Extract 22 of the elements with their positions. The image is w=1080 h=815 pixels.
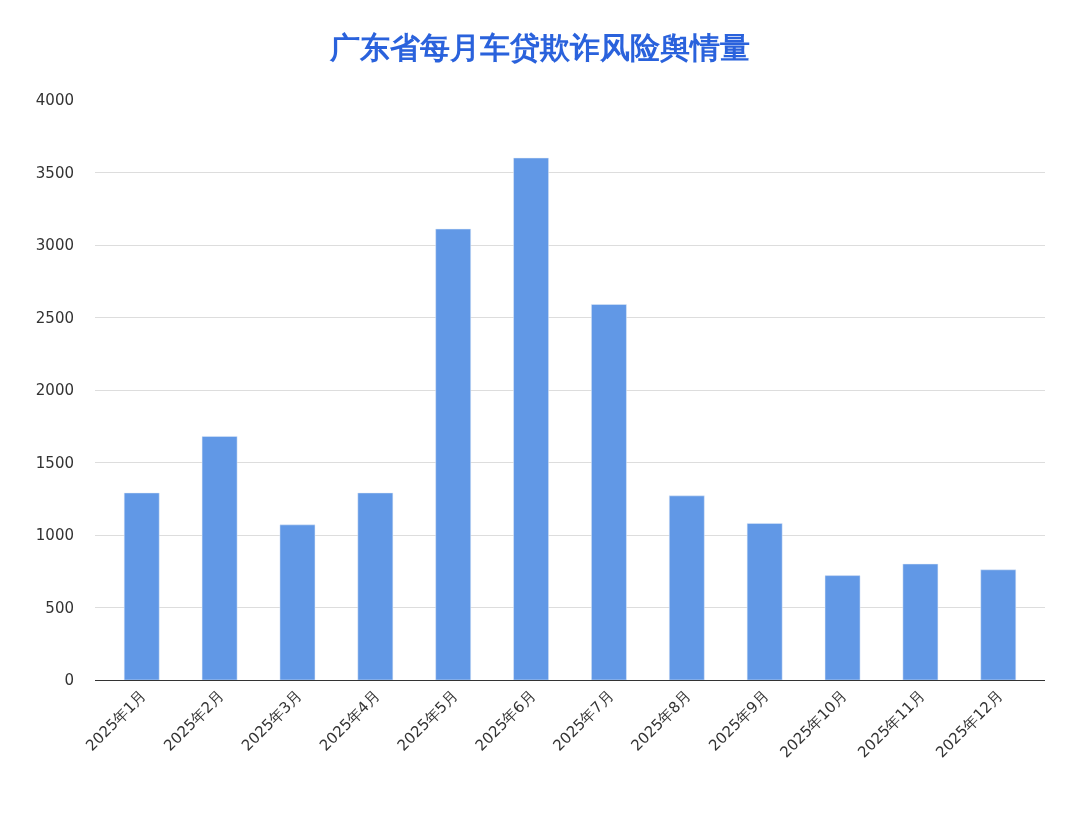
y-tick-label: 500 <box>45 598 74 617</box>
bar <box>513 157 549 680</box>
y-tick-label: 4000 <box>35 91 74 110</box>
bar <box>980 569 1017 680</box>
y-tick-label: 3000 <box>35 236 74 255</box>
y-tick-label: 2000 <box>35 381 74 400</box>
bar <box>824 575 861 680</box>
y-tick-label: 0 <box>64 671 74 690</box>
bar <box>123 492 160 680</box>
y-tick-label: 1000 <box>35 526 74 545</box>
bar <box>669 495 705 680</box>
bar <box>902 563 939 680</box>
bar <box>279 524 316 680</box>
y-tick-label: 1500 <box>35 453 74 472</box>
y-tick-label: 2500 <box>35 308 74 327</box>
bar <box>201 436 238 680</box>
bar <box>591 304 627 680</box>
chart-title: 广东省每月车贷欺诈风险舆情量 <box>329 29 750 65</box>
bar <box>435 228 471 680</box>
y-tick-label: 3500 <box>35 163 74 182</box>
bar <box>357 492 394 680</box>
bar <box>746 523 783 680</box>
